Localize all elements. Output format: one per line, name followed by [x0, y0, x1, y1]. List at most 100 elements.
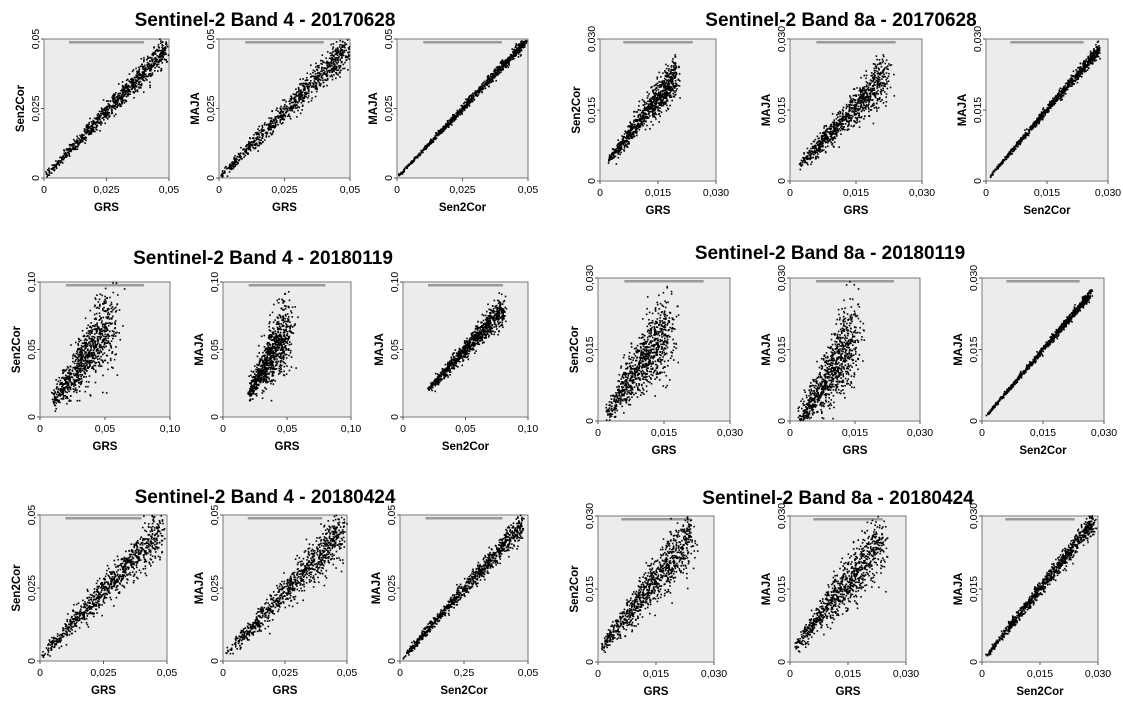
scatter-point	[293, 101, 295, 103]
scatter-point	[815, 158, 817, 160]
scatter-point	[865, 92, 867, 94]
scatter-point	[863, 93, 865, 95]
scatter-point	[840, 124, 842, 126]
scatter-point	[437, 135, 439, 137]
scatter-point	[867, 88, 869, 90]
scatter-point	[146, 59, 148, 61]
scatter-point	[463, 106, 465, 108]
scatter-point	[873, 87, 875, 89]
scatter-point	[674, 54, 676, 56]
scatter-point	[520, 45, 522, 47]
scatter-point	[840, 130, 842, 132]
scatter-point	[669, 105, 671, 107]
scatter-point	[453, 120, 455, 122]
scatter-point	[147, 62, 149, 64]
scatter-point	[426, 147, 428, 149]
scatter-point	[339, 46, 341, 48]
scatter-point	[302, 91, 304, 93]
scatter-point	[165, 47, 167, 49]
scatter-point	[234, 162, 236, 164]
scatter-point	[133, 97, 135, 99]
scatter-point	[879, 84, 881, 86]
scatter-point	[48, 168, 50, 170]
scatter-point	[659, 115, 661, 117]
scatter-point	[93, 121, 95, 123]
scatter-point	[655, 84, 657, 86]
scatter-point	[64, 152, 66, 154]
scatter-point	[137, 89, 139, 91]
scatter-point	[517, 44, 519, 46]
scatter-point	[462, 108, 464, 110]
scatter-point	[136, 75, 138, 77]
scatter-point	[317, 65, 319, 67]
scatter-point	[519, 51, 521, 53]
scatter-point	[814, 148, 816, 150]
plot-header-text	[69, 41, 144, 44]
scatter-point	[339, 76, 341, 78]
scatter-point	[871, 75, 873, 77]
scatter-point	[867, 105, 869, 107]
scatter-point	[342, 46, 344, 48]
scatter-point	[439, 133, 441, 135]
scatter-point	[854, 102, 856, 104]
y-axis-label: Sen2Cor	[15, 84, 27, 132]
scatter-point	[832, 113, 834, 115]
scatter-point	[631, 127, 633, 129]
scatter-point	[272, 121, 274, 123]
scatter-point	[877, 75, 879, 77]
scatter-point	[429, 141, 431, 143]
scatter-point	[652, 102, 654, 104]
scatter-point	[315, 76, 317, 78]
scatter-point	[881, 94, 883, 96]
scatter-point	[344, 62, 346, 64]
scatter-point	[658, 86, 660, 88]
scatter-point	[221, 174, 223, 176]
scatter-point	[865, 77, 867, 79]
scatter-point	[849, 105, 851, 107]
scatter-point	[490, 76, 492, 78]
scatter-point	[882, 76, 884, 78]
scatter-point	[331, 57, 333, 59]
scatter-point	[627, 140, 629, 142]
scatter-point	[307, 72, 309, 74]
scatter-point	[284, 106, 286, 108]
scatter-point	[476, 91, 478, 93]
scatter-point	[851, 104, 853, 106]
scatter-point	[243, 156, 245, 158]
scatter-point	[832, 133, 834, 135]
scatter-point	[468, 101, 470, 103]
scatter-point	[104, 123, 106, 125]
scatter-point	[643, 123, 645, 125]
scatter-point	[481, 87, 483, 89]
group-title: Sentinel-2 Band 4 - 20170628	[135, 10, 396, 32]
scatter-point	[403, 171, 405, 173]
scatter-point	[620, 152, 622, 154]
scatter-point	[668, 75, 670, 77]
scatter-point	[651, 111, 653, 113]
scatter-point	[891, 64, 893, 66]
y-tick-label: 0,05	[205, 29, 217, 50]
scatter-point	[262, 137, 264, 139]
scatter-point	[864, 99, 866, 101]
scatter-point	[301, 98, 303, 100]
scatter-point	[499, 66, 501, 68]
scatter-point	[620, 143, 622, 145]
scatter-point	[287, 110, 289, 112]
scatter-point	[849, 107, 851, 109]
scatter-point	[131, 84, 133, 86]
scatter-point	[851, 117, 853, 119]
scatter-point	[149, 84, 151, 86]
scatter-point	[114, 106, 116, 108]
scatter-point	[821, 136, 823, 138]
scatter-point	[821, 146, 823, 148]
scatter-point	[656, 114, 658, 116]
scatter-point	[124, 102, 126, 104]
scatter-point	[122, 81, 124, 83]
scatter-point	[674, 92, 676, 94]
scatter-point	[282, 117, 284, 119]
scatter-point	[271, 127, 273, 129]
scatter-point	[614, 151, 616, 153]
scatter-point	[813, 141, 815, 143]
scatter-point	[819, 148, 821, 150]
scatter-point	[347, 39, 349, 41]
